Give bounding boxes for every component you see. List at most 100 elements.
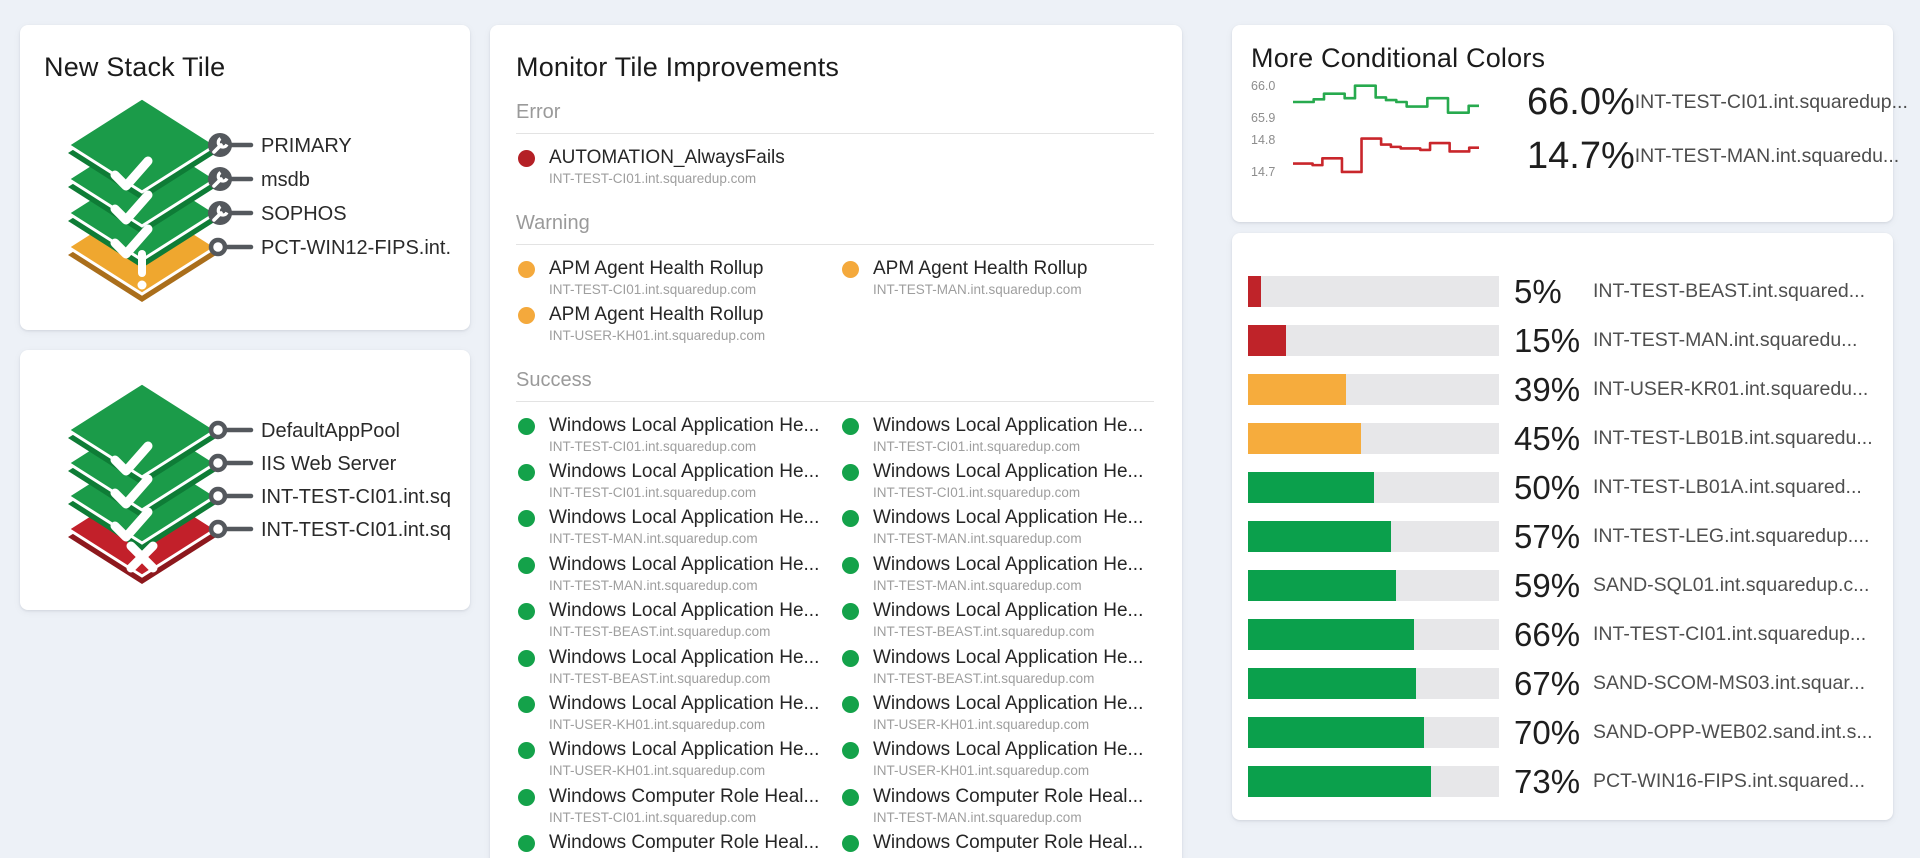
- sparkline-row[interactable]: 66.0 65.9 66.0% INT-TEST-CI01.int.square…: [1251, 76, 1908, 128]
- monitor-item[interactable]: Windows Local Application He... INT-TEST…: [516, 600, 830, 646]
- monitor-item[interactable]: Windows Local Application He... INT-TEST…: [516, 647, 830, 693]
- bar-row[interactable]: 15% INT-TEST-MAN.int.squaredu...: [1248, 316, 1877, 365]
- monitor-item-text: Windows Local Application He... INT-TEST…: [873, 600, 1143, 640]
- monitor-item[interactable]: Windows Local Application He... INT-TEST…: [516, 415, 830, 461]
- monitor-item-text: APM Agent Health Rollup INT-TEST-MAN.int…: [873, 258, 1087, 298]
- node-ring-icon: [208, 420, 228, 440]
- monitor-item[interactable]: Windows Local Application He... INT-TEST…: [840, 415, 1154, 461]
- stack-layer-label[interactable]: INT-TEST-CI01.int.squar...: [261, 519, 450, 541]
- monitor-item[interactable]: Windows Local Application He... INT-USER…: [840, 693, 1154, 739]
- monitor-item[interactable]: Windows Local Application He... INT-TEST…: [840, 554, 1154, 600]
- bar-row[interactable]: 5% INT-TEST-BEAST.int.squared...: [1248, 267, 1877, 316]
- more-conditional-colors-card: More Conditional Colors 66.0 65.9 66.0% …: [1232, 25, 1908, 222]
- monitor-item-title: Windows Computer Role Heal...: [549, 785, 820, 807]
- stack-diagram: PRIMARY msdb SOPHOS PCT-WIN12-FIPS.int.sq..…: [65, 96, 450, 303]
- bar-value: 73%: [1514, 762, 1581, 800]
- bar-value: 57%: [1514, 517, 1581, 555]
- bar-row[interactable]: 70% SAND-OPP-WEB02.sand.int.s...: [1248, 708, 1877, 757]
- bar-row[interactable]: 50% INT-TEST-LB01A.int.squared...: [1248, 463, 1877, 512]
- node-ring-icon: [208, 519, 228, 539]
- monitor-item[interactable]: AUTOMATION_AlwaysFails INT-TEST-CI01.int…: [516, 147, 830, 193]
- bar-row[interactable]: 39% INT-USER-KR01.int.squaredu...: [1248, 365, 1877, 414]
- check-icon: [110, 474, 153, 509]
- monitor-item[interactable]: Windows Local Application He... INT-USER…: [516, 739, 830, 785]
- monitor-item[interactable]: Windows Local Application He... INT-TEST…: [516, 554, 830, 600]
- monitor-item-text: Windows Local Application He... INT-USER…: [873, 693, 1143, 733]
- monitor-item-subtitle: INT-TEST-BEAST.int.squaredup.com: [549, 855, 819, 858]
- sparkline-value: 14.7%: [1527, 134, 1635, 177]
- stack-tile-card-2: DefaultAppPool IIS Web Server INT-TEST-CI0…: [20, 350, 470, 610]
- monitor-item-subtitle: INT-TEST-MAN.int.squaredup.com: [873, 809, 1082, 825]
- sparkline-row[interactable]: 14.8 14.7 14.7% INT-TEST-MAN.int.squared…: [1251, 130, 1899, 182]
- bar-row[interactable]: 67% SAND-SCOM-MS03.int.squar...: [1248, 659, 1877, 708]
- monitor-item[interactable]: Windows Local Application He... INT-TEST…: [516, 461, 830, 507]
- stack-layer-label[interactable]: SOPHOS: [261, 203, 347, 225]
- monitor-item[interactable]: Windows Computer Role Heal... INT-USER-K…: [840, 832, 1154, 858]
- monitor-item-title: Windows Local Application He...: [549, 507, 820, 529]
- monitor-item[interactable]: Windows Computer Role Heal... INT-TEST-M…: [840, 786, 1154, 832]
- check-icon: [110, 190, 153, 225]
- stack-layer-label[interactable]: msdb: [261, 169, 310, 191]
- stack-layer-label[interactable]: PCT-WIN12-FIPS.int.sq...: [261, 237, 450, 259]
- monitor-item-title: Windows Local Application He...: [549, 553, 820, 575]
- monitor-item[interactable]: Windows Local Application He... INT-TEST…: [840, 600, 1154, 646]
- bar-target-name: INT-TEST-CI01.int.squaredup...: [1593, 623, 1867, 645]
- stack-layer-label[interactable]: IIS Web Server: [261, 453, 397, 475]
- monitor-item[interactable]: Windows Local Application He... INT-TEST…: [840, 647, 1154, 693]
- sparkline-path: [1293, 137, 1479, 174]
- stack-layer-label[interactable]: PRIMARY: [261, 135, 352, 157]
- axis-max-label: 66.0: [1251, 79, 1276, 94]
- bar-track: [1248, 472, 1499, 503]
- bar-track: [1248, 521, 1499, 552]
- monitor-item[interactable]: Windows Local Application He... INT-TEST…: [840, 507, 1154, 553]
- monitor-item[interactable]: APM Agent Health Rollup INT-TEST-CI01.in…: [516, 258, 830, 304]
- bar-value: 70%: [1514, 713, 1581, 751]
- status-dot-icon: [842, 417, 859, 435]
- bar-track: [1248, 619, 1499, 650]
- monitor-item[interactable]: Windows Local Application He... INT-TEST…: [516, 507, 830, 553]
- monitor-item[interactable]: Windows Local Application He... INT-USER…: [516, 693, 830, 739]
- section-header: Warning: [516, 212, 1154, 245]
- bar-row[interactable]: 45% INT-TEST-LB01B.int.squaredu...: [1248, 414, 1877, 463]
- bar-row[interactable]: 57% INT-TEST-LEG.int.squaredup....: [1248, 512, 1877, 561]
- stack-layer-label[interactable]: INT-TEST-CI01.int.squar...: [261, 486, 450, 508]
- monitor-item[interactable]: Windows Local Application He... INT-TEST…: [840, 461, 1154, 507]
- status-dot-icon: [518, 695, 535, 713]
- check-icon: [110, 507, 153, 542]
- monitor-item-title: Windows Local Application He...: [873, 460, 1144, 482]
- status-dot-icon: [518, 150, 535, 168]
- monitor-item[interactable]: Windows Computer Role Heal... INT-TEST-C…: [516, 786, 830, 832]
- node-ring-icon: [208, 238, 228, 257]
- monitor-item[interactable]: APM Agent Health Rollup INT-USER-KH01.in…: [516, 304, 830, 350]
- bar-row[interactable]: 73% PCT-WIN16-FIPS.int.squared...: [1248, 757, 1877, 806]
- monitor-item-subtitle: INT-USER-KH01.int.squaredup.com: [549, 328, 766, 344]
- monitor-item[interactable]: Windows Computer Role Heal... INT-TEST-B…: [516, 832, 830, 858]
- axis-min-label: 65.9: [1251, 111, 1276, 126]
- bar-value: 59%: [1514, 566, 1581, 604]
- stack-layer-diamond[interactable]: [65, 96, 219, 201]
- monitor-item-text: AUTOMATION_AlwaysFails INT-TEST-CI01.int…: [549, 147, 785, 187]
- stack-tile-title: New Stack Tile: [44, 52, 226, 82]
- monitor-item-subtitle: INT-TEST-BEAST.int.squaredup.com: [873, 670, 1095, 686]
- stack-layer-diamond[interactable]: [65, 381, 219, 485]
- section-header: Success: [516, 369, 1154, 402]
- monitor-item[interactable]: Windows Local Application He... INT-USER…: [840, 739, 1154, 785]
- status-dot-icon: [842, 463, 859, 481]
- bar-row[interactable]: 59% SAND-SQL01.int.squaredup.c...: [1248, 561, 1877, 610]
- monitor-item-text: Windows Local Application He... INT-USER…: [549, 739, 819, 779]
- bar-value: 5%: [1514, 272, 1562, 310]
- monitor-item-text: Windows Local Application He... INT-TEST…: [549, 647, 819, 687]
- bar-fill: [1248, 717, 1424, 748]
- bar-track: [1248, 325, 1499, 356]
- monitor-item-title: Windows Local Application He...: [873, 414, 1144, 436]
- status-dot-icon: [518, 417, 535, 435]
- monitor-sections: Error AUTOMATION_AlwaysFails INT-TEST-CI…: [516, 101, 1154, 858]
- bar-row[interactable]: 66% INT-TEST-CI01.int.squaredup...: [1248, 610, 1877, 659]
- monitor-item-subtitle: INT-TEST-CI01.int.squaredup.com: [873, 484, 1081, 500]
- status-dot-icon: [518, 788, 535, 806]
- monitor-item-text: Windows Local Application He... INT-USER…: [873, 739, 1143, 779]
- bar-value: 39%: [1514, 370, 1581, 408]
- stack-layer-label[interactable]: DefaultAppPool: [261, 420, 400, 442]
- monitor-item-subtitle: INT-TEST-CI01.int.squaredup.com: [549, 281, 757, 297]
- monitor-item[interactable]: APM Agent Health Rollup INT-TEST-MAN.int…: [840, 258, 1154, 304]
